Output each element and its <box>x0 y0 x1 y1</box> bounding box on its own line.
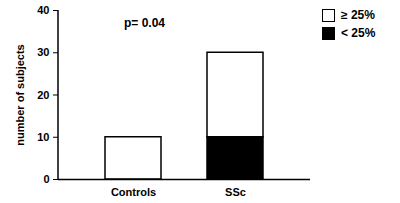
svg-text:20: 20 <box>37 89 49 101</box>
svg-text:Controls: Controls <box>111 186 156 198</box>
html-text:< 25%: < 25% <box>341 26 376 40</box>
svg-text:number of subjects: number of subjects <box>14 44 26 145</box>
svg-text:0: 0 <box>43 173 49 185</box>
svg-text:30: 30 <box>37 46 49 58</box>
html-text:≥ 25%: ≥ 25% <box>341 8 375 22</box>
svg-text:SSc: SSc <box>225 186 246 198</box>
svg-text:p= 0.04: p= 0.04 <box>124 16 165 30</box>
svg-text:40: 40 <box>37 4 49 16</box>
svg-text:10: 10 <box>37 131 49 143</box>
